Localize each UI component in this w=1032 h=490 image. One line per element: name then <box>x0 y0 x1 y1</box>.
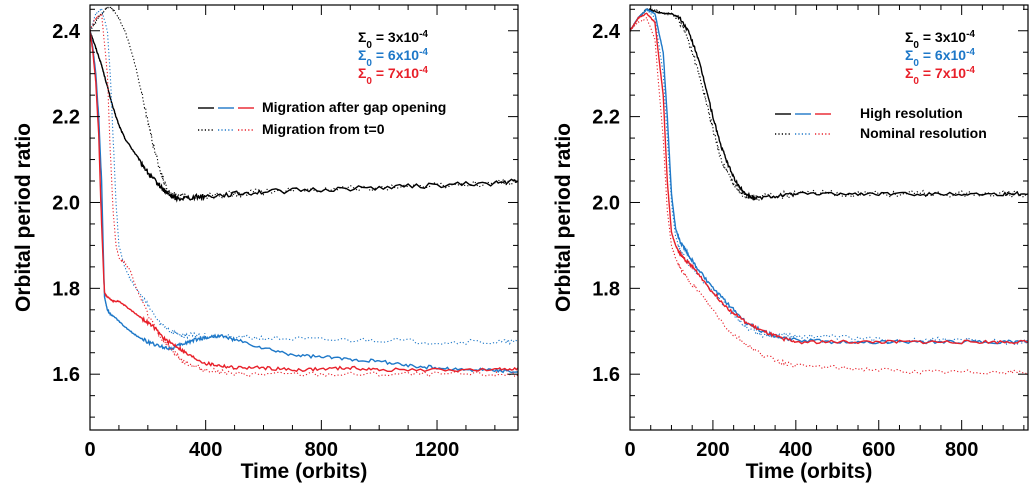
y-tick-label: 2.0 <box>592 192 620 214</box>
x-tick-label: 800 <box>945 439 978 461</box>
y-tick-label: 1.8 <box>592 278 620 300</box>
legend-label: Migration after gap opening <box>262 99 446 115</box>
x-tick-label: 200 <box>696 439 729 461</box>
y-tick-label: 2.4 <box>52 21 81 43</box>
series-line-2 <box>630 7 1028 202</box>
series-group <box>90 5 518 378</box>
plot-frame <box>629 4 1029 431</box>
series-line-5 <box>90 31 518 373</box>
y-tick-label: 2.2 <box>52 107 80 129</box>
x-tick-label: 0 <box>624 439 635 461</box>
series-line-3 <box>90 30 518 374</box>
x-tick-label: 800 <box>305 439 338 461</box>
series-line-3 <box>630 8 1028 345</box>
sigma-legend-entry: Σ0 = 3x10-4 <box>905 29 975 51</box>
y-axis-label: Orbital period ratio <box>12 123 35 312</box>
y-tick-label: 2.0 <box>52 192 80 214</box>
series-line-6 <box>90 12 518 378</box>
x-tick-label: 0 <box>84 439 95 461</box>
y-tick-label: 2.2 <box>592 107 620 129</box>
x-tick-label: 600 <box>862 439 895 461</box>
x-axis-label: Time (orbits) <box>746 460 873 483</box>
series-line-5 <box>630 12 1028 345</box>
y-axis-label: Orbital period ratio <box>552 123 575 312</box>
chart-panel-2: 0 200 400 600 800 1.6 1.8 2.0 2.2 2.4 Time (orbits… <box>552 4 1029 483</box>
legend-label: Migration from t=0 <box>262 121 385 137</box>
sigma-legend-entry: Σ0 = 6x10-4 <box>358 47 428 69</box>
sigma-legend-entry: Σ0 = 6x10-4 <box>905 47 975 69</box>
x-tick-label: 400 <box>779 439 812 461</box>
x-tick-label: 400 <box>189 439 222 461</box>
legend-label: High resolution <box>860 105 963 121</box>
y-tick-label: 2.4 <box>592 21 621 43</box>
plot-frame <box>89 4 519 431</box>
series-line-2 <box>90 5 518 201</box>
sigma-legend-entry: Σ0 = 7x10-4 <box>358 65 428 87</box>
legend-label: Nominal resolution <box>860 125 987 141</box>
series-line-4 <box>90 7 518 346</box>
x-tick-label: 1200 <box>415 439 460 461</box>
series-line-1 <box>90 30 518 203</box>
series-line-4 <box>630 7 1028 346</box>
y-tick-label: 1.6 <box>52 364 80 386</box>
y-tick-label: 1.6 <box>592 364 620 386</box>
x-axis-label: Time (orbits) <box>241 460 368 483</box>
sigma-legend-entry: Σ0 = 3x10-4 <box>358 29 428 51</box>
y-tick-label: 1.8 <box>52 278 80 300</box>
series-group <box>630 7 1028 375</box>
chart-panel-1: 0 400 800 1200 1.6 1.8 2.0 2.2 2.4 Time (orbits) O… <box>12 4 519 483</box>
sigma-legend-entry: Σ0 = 7x10-4 <box>905 65 975 87</box>
